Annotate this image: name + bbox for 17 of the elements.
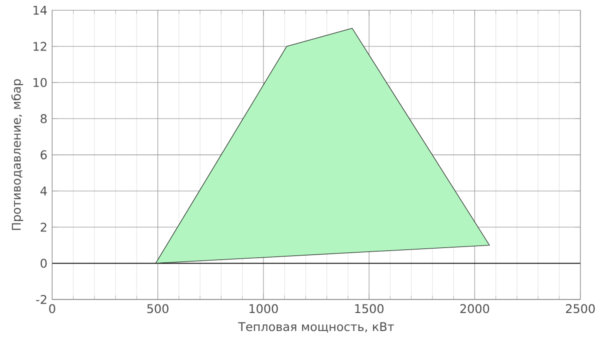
x-axis-title: Тепловая мощность, кВт [238, 322, 394, 333]
y-axis-title: Противодавление, мбар [11, 79, 24, 230]
x-tick-label: 2000 [460, 304, 490, 314]
x-tick-label: 1500 [355, 304, 384, 314]
y-tick-label: 6 [40, 150, 47, 160]
x-tick-label: 1000 [250, 304, 278, 314]
y-tick-label: -2 [36, 294, 46, 304]
y-tick-label: 14 [34, 6, 47, 15]
x-tick-label: 2500 [566, 304, 595, 314]
y-tick-label: 4 [40, 186, 47, 196]
y-tick-label: 10 [34, 78, 47, 87]
y-tick-label: 0 [40, 258, 47, 268]
x-tick-label: 0 [49, 304, 56, 314]
x-tick-label: 500 [147, 304, 168, 314]
y-tick-label: 12 [34, 42, 46, 51]
y-tick-label: 8 [40, 114, 47, 124]
y-tick-label: 2 [40, 222, 46, 232]
